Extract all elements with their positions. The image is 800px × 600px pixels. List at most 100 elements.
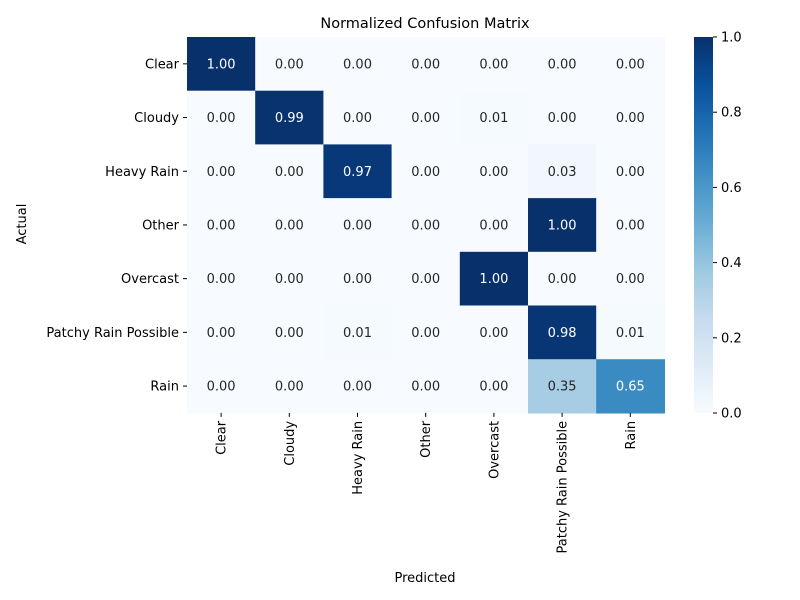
heatmap-cell (596, 37, 665, 92)
heatmap-cell (528, 305, 597, 360)
heatmap-cell (459, 359, 529, 414)
heatmap-cell (255, 359, 324, 414)
x-tick-label: Patchy Rain Possible (556, 421, 571, 554)
cell-value-label: 0.35 (548, 380, 577, 395)
cell-value-label: 0.00 (207, 165, 236, 180)
cell-value-label: 0.00 (616, 57, 645, 72)
x-tick-label: Rain (624, 421, 639, 450)
cell-value-label: 0.00 (207, 111, 236, 126)
cell-value-label: 0.00 (411, 57, 440, 72)
heatmap-cell (391, 359, 461, 414)
heatmap-cell (323, 37, 393, 92)
heatmap-cell (187, 198, 256, 253)
x-axis-ticks: Clear Cloudy Heavy Rain Other Overcast Patchy… (215, 412, 639, 554)
heatmap-cell (323, 90, 393, 145)
heatmap-cell (255, 305, 324, 360)
heatmap-cell (323, 359, 393, 414)
cell-value-label: 0.00 (411, 218, 440, 233)
heatmap-cell (391, 90, 461, 145)
y-tick-label: Overcast (121, 272, 179, 287)
cell-value-label: 0.00 (343, 272, 372, 287)
cell-value-label: 1.00 (479, 272, 508, 287)
heatmap-cell-labels: 1.00 0.00 0.00 0.00 0.00 0.00 0.00 0.00 0.99 0.00… (207, 57, 645, 394)
heatmap-cell (459, 144, 529, 199)
cell-value-label: 0.00 (616, 165, 645, 180)
cell-value-label: 0.00 (411, 165, 440, 180)
cell-value-label: 0.00 (479, 326, 508, 341)
colorbar-tick-label: 0.2 (721, 331, 742, 346)
heatmap-cell (459, 305, 529, 360)
heatmap-cell (255, 198, 324, 253)
x-tick-label: Heavy Rain (351, 421, 366, 495)
heatmap-cell (187, 37, 256, 92)
cell-value-label: 0.00 (275, 165, 304, 180)
cell-value-label: 0.00 (343, 111, 372, 126)
heatmap-cell (255, 144, 324, 199)
cell-value-label: 0.00 (275, 218, 304, 233)
cell-value-label: 0.98 (548, 326, 577, 341)
x-tick-label: Other (419, 420, 434, 458)
heatmap-cell (391, 305, 461, 360)
heatmap-cell (596, 144, 665, 199)
cell-value-label: 0.00 (548, 57, 577, 72)
heatmap-cell (391, 37, 461, 92)
cell-value-label: 0.00 (207, 326, 236, 341)
x-axis-label: Predicted (394, 571, 455, 586)
heatmap-cell (596, 198, 665, 253)
chart-title: Normalized Confusion Matrix (320, 16, 530, 32)
heatmap-cell (528, 359, 597, 414)
heatmap-cell (459, 37, 529, 92)
colorbar-tick-label: 0.4 (721, 256, 742, 271)
colorbar-tick-label: 1.0 (721, 31, 742, 46)
heatmap-cell (255, 90, 324, 145)
cell-value-label: 0.00 (207, 380, 236, 395)
cell-value-label: 0.00 (411, 272, 440, 287)
heatmap-cell (391, 198, 461, 253)
x-tick-label: Cloudy (283, 421, 298, 466)
cell-value-label: 1.00 (548, 218, 577, 233)
heatmap-cell (187, 359, 256, 414)
cell-value-label: 0.00 (479, 218, 508, 233)
cell-value-label: 0.00 (616, 272, 645, 287)
cell-value-label: 0.00 (411, 326, 440, 341)
heatmap-cell (459, 90, 529, 145)
heatmap-cell (187, 144, 256, 199)
cell-value-label: 0.00 (479, 380, 508, 395)
heatmap-cell (596, 305, 665, 360)
cell-value-label: 0.00 (479, 165, 508, 180)
heatmap-cell (528, 198, 597, 253)
heatmap-cell (323, 198, 393, 253)
heatmap-cell (323, 144, 393, 199)
cell-value-label: 0.00 (548, 272, 577, 287)
cell-value-label: 0.00 (343, 380, 372, 395)
x-tick-label: Clear (215, 420, 230, 455)
cell-value-label: 0.00 (275, 57, 304, 72)
heatmap-cell (596, 251, 665, 307)
cell-value-label: 0.65 (616, 380, 645, 395)
heatmap-cell (459, 251, 529, 307)
colorbar-gradient (694, 37, 713, 413)
heatmap-cell (255, 251, 324, 307)
cell-value-label: 0.00 (616, 111, 645, 126)
cell-value-label: 0.01 (343, 326, 372, 341)
heatmap-cell (596, 90, 665, 145)
cell-value-label: 0.00 (207, 218, 236, 233)
cell-value-label: 0.00 (548, 111, 577, 126)
colorbar-tick-label: 0.8 (721, 106, 742, 121)
cell-value-label: 0.00 (275, 380, 304, 395)
cell-value-label: 0.00 (275, 326, 304, 341)
heatmap-cell (528, 144, 597, 199)
cell-value-label: 0.03 (548, 165, 577, 180)
colorbar: 0.0 0.2 0.4 0.6 0.8 1.0 (694, 31, 742, 422)
cell-value-label: 0.99 (275, 111, 304, 126)
heatmap-cell (459, 198, 529, 253)
heatmap-cell (391, 251, 461, 307)
y-tick-label: Clear (145, 57, 180, 72)
cell-value-label: 0.00 (616, 218, 645, 233)
cell-value-label: 0.97 (343, 165, 372, 180)
cell-value-label: 0.00 (343, 57, 372, 72)
cell-value-label: 0.00 (207, 272, 236, 287)
y-axis-label: Actual (15, 204, 30, 245)
heatmap-cell (596, 359, 665, 414)
